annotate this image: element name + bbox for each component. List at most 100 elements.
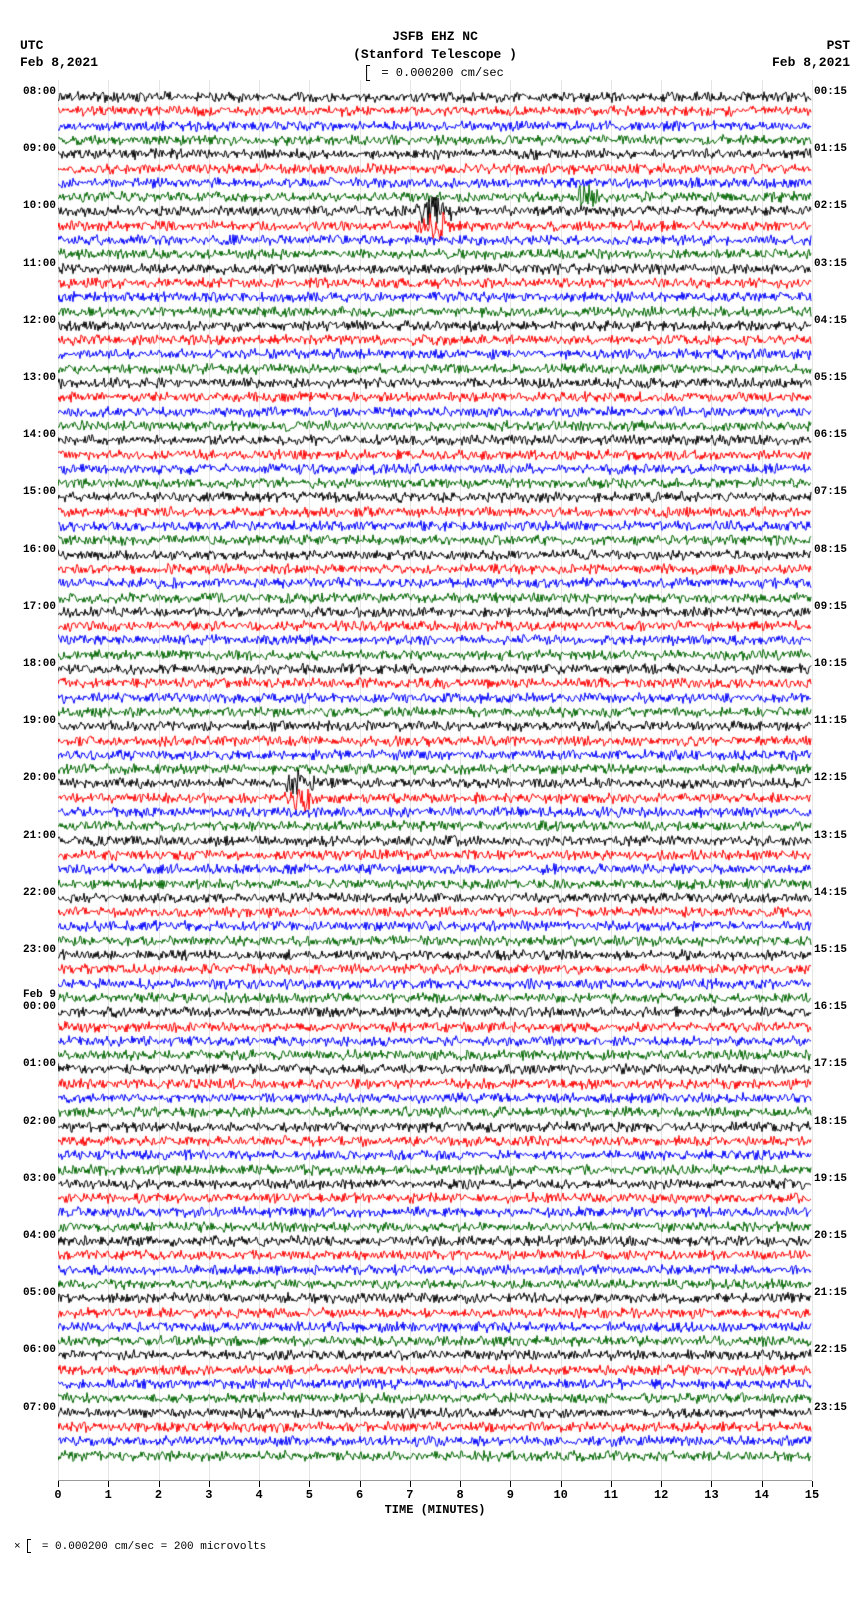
- pst-time-label: 17:15: [814, 1058, 847, 1070]
- scale-bar-icon: [366, 65, 370, 81]
- utc-time-label: 09:00: [23, 143, 56, 155]
- x-tick: [259, 1481, 260, 1487]
- utc-time-label: 02:00: [23, 1116, 56, 1128]
- gridline: [812, 80, 813, 1480]
- pst-time-label: 21:15: [814, 1287, 847, 1299]
- x-tick: [410, 1481, 411, 1487]
- station-label: JSFB EHZ NC: [353, 28, 517, 46]
- x-axis: TIME (MINUTES) 0123456789101112131415: [58, 1480, 812, 1521]
- x-tick: [812, 1481, 813, 1487]
- pst-time-label: 18:15: [814, 1116, 847, 1128]
- pst-time-label: 05:15: [814, 372, 847, 384]
- utc-time-label: 22:00: [23, 887, 56, 899]
- utc-time-label: 04:00: [23, 1230, 56, 1242]
- utc-time-label: 17:00: [23, 601, 56, 613]
- utc-time-label: 16:00: [23, 544, 56, 556]
- pst-time-label: 08:15: [814, 544, 847, 556]
- pst-time-label: 11:15: [814, 715, 847, 727]
- header-left: UTC Feb 8,2021: [20, 38, 98, 72]
- x-tick: [711, 1481, 712, 1487]
- scale-text: = 0.000200 cm/sec: [381, 66, 503, 80]
- x-tick-label: 13: [704, 1488, 718, 1502]
- pst-time-label: 20:15: [814, 1230, 847, 1242]
- utc-time-label: 21:00: [23, 830, 56, 842]
- seismic-trace: [58, 1441, 812, 1471]
- utc-time-label: 19:00: [23, 715, 56, 727]
- pst-time-label: 19:15: [814, 1173, 847, 1185]
- x-tick: [510, 1481, 511, 1487]
- utc-time-label: 12:00: [23, 315, 56, 327]
- header-center: JSFB EHZ NC (Stanford Telescope ) = 0.00…: [353, 28, 517, 83]
- pst-time-label: 07:15: [814, 486, 847, 498]
- pst-time-label: 14:15: [814, 887, 847, 899]
- utc-time-label: 13:00: [23, 372, 56, 384]
- x-tick-label: 2: [155, 1488, 162, 1502]
- utc-time-label: 03:00: [23, 1173, 56, 1185]
- x-axis-title: TIME (MINUTES): [385, 1503, 486, 1517]
- x-tick: [309, 1481, 310, 1487]
- x-tick: [611, 1481, 612, 1487]
- location-label: (Stanford Telescope ): [353, 46, 517, 64]
- x-tick: [108, 1481, 109, 1487]
- utc-time-label: 01:00: [23, 1058, 56, 1070]
- x-tick-label: 1: [105, 1488, 112, 1502]
- helicorder-plot: 08:0000:1509:0001:1510:0002:1511:0003:15…: [58, 80, 812, 1480]
- pst-time-label: 10:15: [814, 658, 847, 670]
- x-tick-label: 5: [306, 1488, 313, 1502]
- x-tick: [360, 1481, 361, 1487]
- footer-text: = 0.000200 cm/sec = 200 microvolts: [42, 1541, 266, 1553]
- utc-time-label: 07:00: [23, 1402, 56, 1414]
- x-tick-label: 14: [755, 1488, 769, 1502]
- x-tick-label: 6: [356, 1488, 363, 1502]
- pst-time-label: 13:15: [814, 830, 847, 842]
- x-tick-label: 0: [54, 1488, 61, 1502]
- footer-prefix: ×: [14, 1541, 21, 1553]
- x-tick-label: 11: [604, 1488, 618, 1502]
- footer: × = 0.000200 cm/sec = 200 microvolts: [10, 1539, 850, 1553]
- header-right: PST Feb 8,2021: [772, 38, 850, 72]
- pst-time-label: 03:15: [814, 258, 847, 270]
- x-tick: [460, 1481, 461, 1487]
- left-tz-label: UTC: [20, 38, 98, 55]
- utc-time-label: 05:00: [23, 1287, 56, 1299]
- pst-time-label: 00:15: [814, 86, 847, 98]
- x-tick: [159, 1481, 160, 1487]
- x-tick-label: 8: [457, 1488, 464, 1502]
- pst-time-label: 01:15: [814, 143, 847, 155]
- x-tick: [58, 1481, 59, 1487]
- pst-time-label: 15:15: [814, 944, 847, 956]
- utc-time-label: 23:00: [23, 944, 56, 956]
- pst-time-label: 06:15: [814, 429, 847, 441]
- pst-time-label: 22:15: [814, 1344, 847, 1356]
- utc-time-label: 18:00: [23, 658, 56, 670]
- x-tick: [209, 1481, 210, 1487]
- header: UTC Feb 8,2021 JSFB EHZ NC (Stanford Tel…: [10, 10, 850, 80]
- x-tick-label: 10: [553, 1488, 567, 1502]
- utc-time-label: 06:00: [23, 1344, 56, 1356]
- x-tick-label: 12: [654, 1488, 668, 1502]
- x-tick-label: 4: [255, 1488, 262, 1502]
- pst-time-label: 12:15: [814, 772, 847, 784]
- utc-time-label: 00:00: [23, 1001, 56, 1013]
- pst-time-label: 16:15: [814, 1001, 847, 1013]
- pst-time-label: 23:15: [814, 1402, 847, 1414]
- utc-time-label: 14:00: [23, 429, 56, 441]
- pst-time-label: 04:15: [814, 315, 847, 327]
- x-tick-label: 15: [805, 1488, 819, 1502]
- left-date-label: Feb 8,2021: [20, 55, 98, 72]
- pst-time-label: 09:15: [814, 601, 847, 613]
- utc-time-label: 11:00: [23, 258, 56, 270]
- right-date-label: Feb 8,2021: [772, 55, 850, 72]
- right-tz-label: PST: [772, 38, 850, 55]
- x-tick: [661, 1481, 662, 1487]
- x-tick-label: 9: [507, 1488, 514, 1502]
- utc-time-label: 15:00: [23, 486, 56, 498]
- x-tick: [762, 1481, 763, 1487]
- pst-time-label: 02:15: [814, 200, 847, 212]
- utc-time-label: 08:00: [23, 86, 56, 98]
- x-tick-label: 7: [406, 1488, 413, 1502]
- x-tick-label: 3: [205, 1488, 212, 1502]
- x-tick: [561, 1481, 562, 1487]
- utc-time-label: 10:00: [23, 200, 56, 212]
- day-marker: Feb 9: [23, 989, 56, 1001]
